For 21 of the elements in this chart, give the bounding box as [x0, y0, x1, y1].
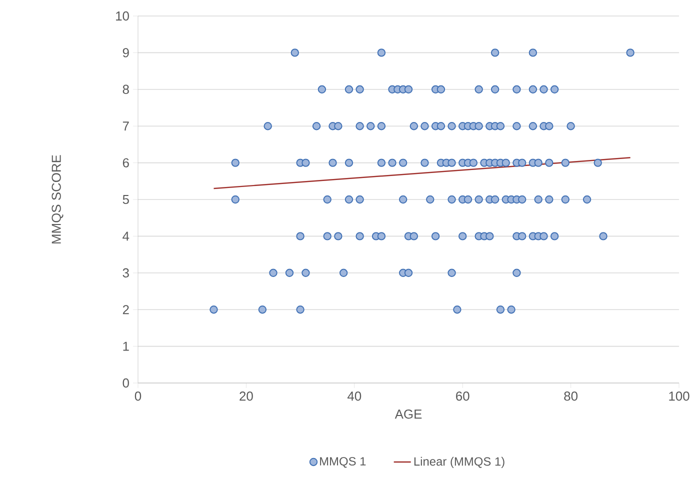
x-axis-title: AGE — [394, 410, 422, 419]
y-tick-label: 5 — [122, 194, 129, 204]
x-tick-label: 20 — [240, 392, 253, 401]
x-tick-label: 40 — [348, 392, 362, 401]
y-tick-label: 6 — [122, 158, 129, 168]
y-tick-label: 3 — [122, 268, 129, 278]
legend-label: Linear (MMQS 1) — [414, 456, 504, 468]
legend-label: MMQS 1 — [320, 457, 366, 468]
y-tick-label: 9 — [122, 48, 129, 58]
y-tick-label: 2 — [122, 305, 129, 314]
y-tick-label: 0 — [122, 378, 129, 388]
y-axis-title: MMQS SCORE — [52, 155, 64, 244]
y-tick-label: 7 — [122, 122, 129, 131]
y-tick-label: 4 — [122, 232, 130, 241]
x-tick-label: 60 — [456, 392, 470, 401]
x-tick-label: 80 — [564, 392, 578, 401]
y-tick-label: 8 — [122, 84, 129, 94]
x-tick-label: 100 — [669, 392, 690, 401]
y-tick-label: 1 — [123, 342, 129, 351]
y-tick-label: 10 — [116, 11, 129, 21]
x-tick-label: 0 — [134, 392, 142, 401]
